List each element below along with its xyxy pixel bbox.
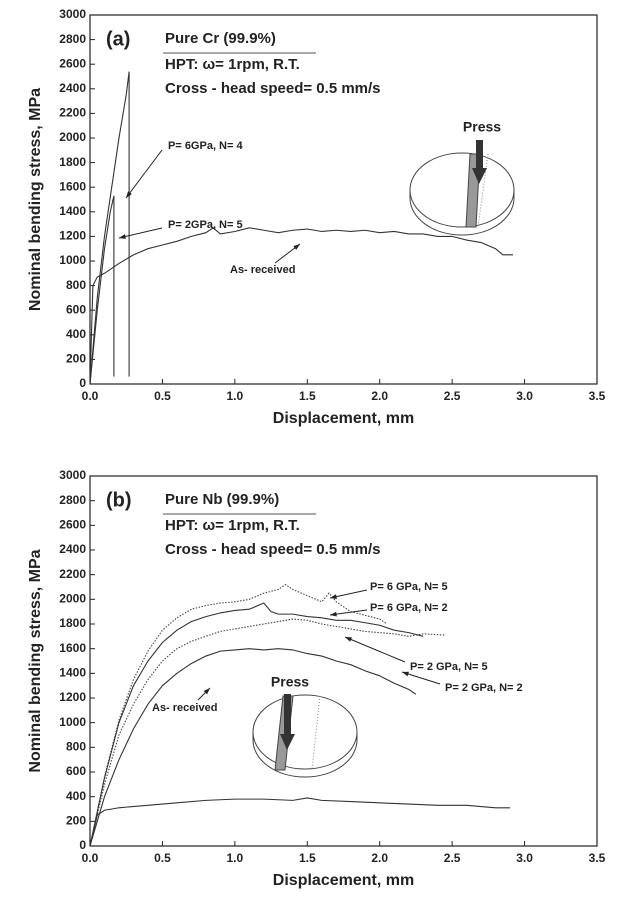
x-tick-label: 0.0 <box>82 389 99 403</box>
x-tick-label: 2.0 <box>371 389 388 403</box>
y-tick-label: 1400 <box>59 666 86 680</box>
x-tick-label: 2.5 <box>444 389 461 403</box>
label-arrow <box>125 149 163 199</box>
x-tick-label: 3.0 <box>516 851 533 865</box>
x-tick-label: 0.5 <box>154 389 171 403</box>
arrow-head <box>330 611 337 617</box>
y-tick-label: 2200 <box>59 567 86 581</box>
x-axis-label: Displacement, mm <box>273 872 414 889</box>
inset-label: Press <box>463 119 501 135</box>
series-line <box>89 195 115 385</box>
series-line <box>89 618 445 847</box>
plot-frame <box>89 14 598 385</box>
panel-label: (a) <box>106 28 130 50</box>
y-tick-label: 2600 <box>59 56 86 70</box>
series-line <box>89 227 513 385</box>
y-tick-label: 1000 <box>59 253 86 267</box>
y-tick-label: 1400 <box>59 204 86 218</box>
arrow-head <box>402 671 409 677</box>
series-label: P= 2GPa, N= 5 <box>168 219 243 231</box>
y-tick-label: 200 <box>66 814 86 828</box>
arrow-head <box>203 688 210 695</box>
series-label: P= 6 GPa, N= 2 <box>370 602 448 614</box>
inset-disc: Press <box>409 119 515 236</box>
y-tick-label: 3000 <box>59 468 86 482</box>
y-tick-label: 2800 <box>59 32 86 46</box>
series-line <box>89 648 417 847</box>
x-tick-label: 0.0 <box>82 851 99 865</box>
y-tick-label: 600 <box>66 764 86 778</box>
chart-title: Pure Cr (99.9%) <box>165 30 276 47</box>
annotation: HPT: ω= 1rpm, R.T. <box>165 517 300 534</box>
arrow-head <box>345 637 352 642</box>
x-tick-label: 3.5 <box>589 389 606 403</box>
series-line <box>89 602 424 847</box>
y-tick-label: 1600 <box>59 179 86 193</box>
series-label: P= 6 GPa, N= 5 <box>370 581 448 593</box>
y-tick-label: 800 <box>66 278 86 292</box>
annotation: HPT: ω= 1rpm, R.T. <box>165 56 300 73</box>
annotation: Cross - head speed= 0.5 mm/s <box>165 541 381 558</box>
series-line <box>89 583 388 847</box>
x-tick-label: 2.5 <box>444 851 461 865</box>
x-tick-label: 2.0 <box>371 851 388 865</box>
series-label: As- received <box>230 264 295 276</box>
label-arrow <box>344 636 406 663</box>
arrow-head <box>293 244 300 250</box>
y-tick-label: 600 <box>66 302 86 316</box>
x-tick-label: 3.5 <box>589 851 606 865</box>
y-tick-label: 2400 <box>59 81 86 95</box>
label-arrow <box>118 227 163 239</box>
inset-disc: Press <box>252 674 358 778</box>
series-label: P= 6GPa, N= 4 <box>168 140 243 152</box>
series-line <box>89 71 130 385</box>
arrow-head <box>126 191 132 198</box>
y-tick-label: 2400 <box>59 542 86 556</box>
y-tick-label: 800 <box>66 740 86 754</box>
y-tick-label: 1200 <box>59 690 86 704</box>
y-tick-label: 2200 <box>59 106 86 120</box>
series-label: P= 2 GPa, N= 2 <box>445 682 523 694</box>
series-label: P= 2 GPa, N= 5 <box>410 661 488 673</box>
y-tick-label: 1800 <box>59 155 86 169</box>
x-tick-label: 0.5 <box>154 851 171 865</box>
y-tick-label: 3000 <box>59 7 86 21</box>
y-tick-label: 0 <box>79 376 86 390</box>
y-tick-label: 0 <box>79 838 86 852</box>
arrow-head <box>330 594 337 599</box>
y-tick-label: 400 <box>66 327 86 341</box>
x-axis-label: Displacement, mm <box>273 410 414 427</box>
x-tick-label: 1.5 <box>299 389 316 403</box>
x-tick-label: 3.0 <box>516 389 533 403</box>
y-tick-label: 200 <box>66 352 86 366</box>
series-line <box>89 797 511 847</box>
x-tick-label: 1.0 <box>227 389 244 403</box>
y-tick-label: 1600 <box>59 641 86 655</box>
x-tick-label: 1.5 <box>299 851 316 865</box>
inset-label: Press <box>271 674 309 690</box>
x-tick-label: 1.0 <box>227 851 244 865</box>
plot-frame <box>89 475 598 847</box>
chart-title: Pure Nb (99.9%) <box>165 491 279 508</box>
y-axis-label: Nominal bending stress, MPa <box>27 88 44 311</box>
y-axis-label: Nominal bending stress, MPa <box>27 549 44 772</box>
y-tick-label: 1200 <box>59 229 86 243</box>
annotation: Cross - head speed= 0.5 mm/s <box>165 80 381 97</box>
y-tick-label: 2000 <box>59 592 86 606</box>
label-arrow <box>401 671 441 685</box>
y-tick-label: 2600 <box>59 518 86 532</box>
arrow-head <box>119 234 126 239</box>
y-tick-label: 1000 <box>59 715 86 729</box>
series-label: As- received <box>152 702 217 714</box>
y-tick-label: 2000 <box>59 130 86 144</box>
y-tick-label: 400 <box>66 789 86 803</box>
panel-label: (b) <box>106 489 132 511</box>
y-tick-label: 1800 <box>59 616 86 630</box>
y-tick-label: 2800 <box>59 493 86 507</box>
